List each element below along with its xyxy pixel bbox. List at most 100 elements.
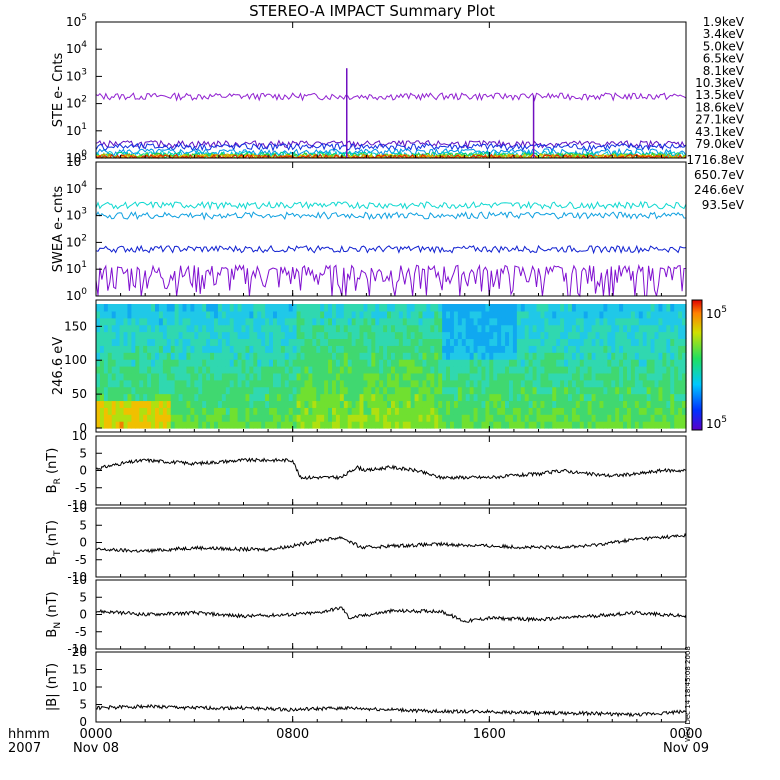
heatmap-cell xyxy=(335,400,341,408)
heatmap-cell xyxy=(446,414,451,422)
heatmap-cell xyxy=(170,304,176,312)
y-tick-label: 10 xyxy=(72,573,87,587)
heatmap-cell xyxy=(512,331,518,340)
heatmap-cell xyxy=(379,352,384,360)
heatmap-cell xyxy=(583,421,589,429)
heatmap-cell xyxy=(229,386,235,395)
heatmap-cell xyxy=(453,352,459,360)
heatmap-cell xyxy=(273,352,278,360)
heatmap-cell xyxy=(528,359,534,367)
y-tick-label: 105 xyxy=(66,153,87,169)
heatmap-cell xyxy=(359,359,365,367)
heatmap-cell xyxy=(540,407,545,415)
heatmap-cell xyxy=(206,359,211,367)
heatmap-cell xyxy=(410,386,416,395)
heatmap-cell xyxy=(359,379,365,388)
heatmap-cell xyxy=(473,317,479,326)
heatmap-cell xyxy=(131,393,136,402)
heatmap-cell xyxy=(465,317,471,326)
heatmap-cell xyxy=(162,379,168,388)
heatmap-cell xyxy=(654,324,660,333)
heatmap-cell xyxy=(634,359,640,367)
heatmap-cell xyxy=(548,359,553,367)
heatmap-cell xyxy=(269,359,274,367)
legend-entry: 13.5keV xyxy=(695,88,745,102)
heatmap-cell xyxy=(465,338,471,346)
heatmap-cell xyxy=(225,400,231,408)
heatmap-cell xyxy=(99,352,105,360)
heatmap-cell xyxy=(532,400,538,408)
heatmap-cell xyxy=(587,352,593,360)
heatmap-cell xyxy=(375,407,380,415)
heatmap-cell xyxy=(568,317,573,326)
heatmap-cell xyxy=(225,359,231,367)
heatmap-cell xyxy=(103,324,109,333)
heatmap-cell xyxy=(182,310,188,319)
heatmap-cell xyxy=(210,338,215,346)
heatmap-cell xyxy=(151,331,156,340)
heatmap-cell xyxy=(335,310,341,319)
heatmap-cell xyxy=(485,338,490,346)
heatmap-cell xyxy=(367,310,372,319)
heatmap-cell xyxy=(265,310,270,319)
heatmap-cell xyxy=(155,359,160,367)
heatmap-cell xyxy=(493,407,498,415)
heatmap-cell xyxy=(611,345,616,353)
heatmap-cell xyxy=(564,331,569,340)
heatmap-cell xyxy=(347,421,353,429)
heatmap-cell xyxy=(343,359,349,367)
heatmap-cell xyxy=(512,372,518,381)
heatmap-cell xyxy=(426,400,431,408)
heatmap-cell xyxy=(603,324,608,333)
heatmap-cell xyxy=(280,421,286,429)
heatmap-cell xyxy=(501,345,506,353)
heatmap-cell xyxy=(339,338,345,346)
heatmap-cell xyxy=(166,352,172,360)
heatmap-cell xyxy=(505,400,510,408)
heatmap-cell xyxy=(453,414,459,422)
heatmap-cell xyxy=(682,304,687,312)
heatmap-cell xyxy=(564,400,569,408)
heatmap-cell xyxy=(453,407,459,415)
heatmap-cell xyxy=(249,359,254,367)
heatmap-cell xyxy=(654,331,660,340)
heatmap-cell xyxy=(123,421,129,429)
heatmap-cell xyxy=(646,331,652,340)
heatmap-cell xyxy=(371,317,376,326)
heatmap-cell xyxy=(304,310,309,319)
heatmap-cell xyxy=(638,345,644,353)
heatmap-cell xyxy=(524,407,530,415)
heatmap-cell xyxy=(595,414,601,422)
heatmap-cell xyxy=(634,386,640,395)
heatmap-cell xyxy=(375,386,380,395)
heatmap-cell xyxy=(485,400,490,408)
y-tick-label: 5 xyxy=(79,698,87,712)
heatmap-cell xyxy=(332,393,337,402)
heatmap-cell xyxy=(253,393,258,402)
heatmap-cell xyxy=(450,414,455,422)
heatmap-cell xyxy=(127,331,132,340)
heatmap-cell xyxy=(493,338,498,346)
heatmap-cell xyxy=(123,414,129,422)
heatmap-cell xyxy=(552,338,557,346)
heatmap-cell xyxy=(505,393,510,402)
heatmap-cell xyxy=(481,372,486,381)
heatmap-cell xyxy=(371,393,376,402)
heatmap-cell xyxy=(418,372,424,381)
heatmap-cell xyxy=(304,338,309,346)
heatmap-cell xyxy=(493,352,498,360)
heatmap-cell xyxy=(225,317,231,326)
heatmap-cell xyxy=(135,421,140,429)
heatmap-cell xyxy=(615,352,620,360)
heatmap-cell xyxy=(111,400,117,408)
heatmap-cell xyxy=(528,345,534,353)
heatmap-cell xyxy=(564,324,569,333)
series-line-93.5eV xyxy=(95,200,687,211)
heatmap-cell xyxy=(107,400,113,408)
heatmap-cell xyxy=(481,304,486,312)
heatmap-cell xyxy=(198,352,203,360)
heatmap-cell xyxy=(627,379,632,388)
heatmap-cell xyxy=(249,338,254,346)
heatmap-cell xyxy=(394,352,400,360)
heatmap-cell xyxy=(509,400,514,408)
